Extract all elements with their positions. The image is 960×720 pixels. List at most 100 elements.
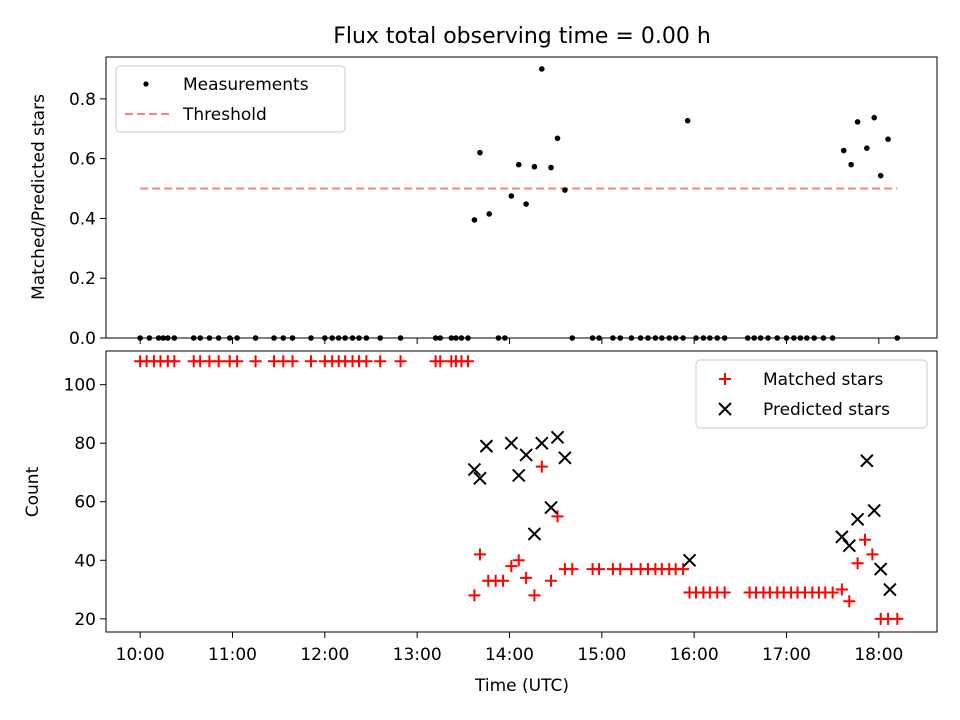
measurement-point xyxy=(508,193,515,199)
matched-star-point xyxy=(168,355,181,368)
matched-star-point xyxy=(505,560,518,573)
legend-threshold-label: Threshold xyxy=(182,105,267,125)
predicted-star-point xyxy=(544,500,558,515)
matched-star-point xyxy=(520,571,533,584)
matched-star-point xyxy=(231,355,244,368)
matched-star-point xyxy=(535,460,548,473)
matched-star-point xyxy=(461,355,474,368)
matched-star-point xyxy=(434,355,447,368)
predicted-star-point xyxy=(558,451,572,465)
top-y-tick-label: 0.8 xyxy=(69,90,96,110)
measurement-point xyxy=(539,66,545,72)
legend-predicted-label: Predicted stars xyxy=(763,400,890,420)
measurement-point xyxy=(854,119,861,125)
matched-star-point xyxy=(304,355,317,368)
predicted-star-point xyxy=(682,553,697,567)
measurement-point xyxy=(840,147,847,154)
matched-star-point xyxy=(528,589,541,602)
top-legend: Measurements Threshold xyxy=(115,65,346,133)
measurements-series xyxy=(137,66,901,341)
bottom-x-ticks: 10:00 11:00 12:00 13:00 14:00 15:00 16:00 17:00… xyxy=(116,632,903,665)
top-y-tick-label: 0.0 xyxy=(69,329,96,349)
top-legend-box xyxy=(115,65,346,133)
legend-matched-marker xyxy=(719,373,731,385)
legend-predicted-marker xyxy=(718,402,732,416)
measurement-point xyxy=(523,201,529,207)
x-axis-label: Time (UTC) xyxy=(474,676,569,696)
top-y-tick-label: 0.6 xyxy=(69,150,96,170)
x-tick-label: 14:00 xyxy=(485,645,534,665)
matched-star-point xyxy=(718,586,731,599)
measurement-point xyxy=(554,135,561,142)
x-tick-label: 18:00 xyxy=(854,645,903,665)
bottom-y-ticks: 20 40 60 80 100 xyxy=(64,376,106,630)
predicted-star-point xyxy=(867,503,881,518)
predicted-star-point xyxy=(519,448,533,462)
chart-title: Flux total observing time = 0.00 h xyxy=(333,24,711,49)
matched-star-point xyxy=(891,612,904,625)
matched-star-point xyxy=(212,355,225,368)
predicted-star-point xyxy=(850,512,865,527)
measurement-point xyxy=(548,164,554,171)
matched-star-point xyxy=(360,355,373,368)
matched-star-point xyxy=(497,574,510,587)
matched-star-point xyxy=(473,548,486,561)
predicted-star-point xyxy=(550,430,565,445)
predicted-star-point xyxy=(860,454,874,468)
measurement-point xyxy=(885,136,891,143)
measurement-point xyxy=(562,187,568,193)
measurement-point xyxy=(531,163,538,170)
measurement-point xyxy=(848,161,854,168)
matched-star-point xyxy=(826,586,839,599)
x-tick-label: 10:00 xyxy=(116,645,165,665)
x-tick-label: 16:00 xyxy=(670,645,719,665)
matched-star-point xyxy=(249,355,262,368)
bottom-axes-frame xyxy=(105,350,938,633)
top-y-tick-label: 0.4 xyxy=(69,209,96,229)
top-y-axis-label: Matched/Predicted stars xyxy=(29,94,49,300)
bottom-y-tick-label: 80 xyxy=(74,434,96,454)
measurement-point xyxy=(871,114,878,121)
predicted-star-point xyxy=(883,582,897,597)
matched-star-point xyxy=(677,563,690,576)
bottom-legend-box xyxy=(695,359,928,429)
legend-measurements-label: Measurements xyxy=(183,75,309,95)
predicted-star-point xyxy=(512,468,526,483)
matched-star-point xyxy=(374,355,387,368)
predicted-star-point xyxy=(535,436,549,450)
predicted-star-point xyxy=(527,527,542,541)
matched-star-point xyxy=(545,574,558,587)
matched-star-point xyxy=(593,563,606,576)
measurement-point xyxy=(477,149,483,156)
matched-stars-series xyxy=(134,355,904,625)
predicted-star-point xyxy=(842,538,856,553)
matched-star-point xyxy=(851,557,864,570)
predicted-star-point xyxy=(473,471,487,486)
x-tick-label: 13:00 xyxy=(393,645,442,665)
x-tick-label: 11:00 xyxy=(208,645,257,665)
predicted-star-point xyxy=(467,462,482,477)
measurement-point xyxy=(877,172,884,179)
predicted-stars-series xyxy=(467,430,897,597)
predicted-star-point xyxy=(479,439,494,453)
matched-star-point xyxy=(866,548,879,561)
bottom-y-tick-label: 60 xyxy=(74,493,96,513)
matched-star-point xyxy=(468,589,481,602)
matched-star-point xyxy=(843,595,856,608)
matched-star-point xyxy=(512,554,525,567)
measurement-point xyxy=(515,161,522,168)
legend-measurements-marker xyxy=(143,81,149,87)
x-tick-label: 17:00 xyxy=(762,645,811,665)
matched-star-point xyxy=(566,563,579,576)
matched-star-point xyxy=(835,583,848,596)
predicted-star-point xyxy=(504,436,519,450)
top-y-ticks: 0.0 0.2 0.4 0.6 0.8 xyxy=(69,90,106,349)
measurement-point xyxy=(471,217,478,223)
predicted-star-point xyxy=(873,562,888,576)
matched-star-point xyxy=(551,510,564,523)
legend-matched-label: Matched stars xyxy=(763,370,883,390)
matched-star-point xyxy=(286,355,299,368)
measurement-point xyxy=(684,117,691,124)
matched-star-point xyxy=(858,533,871,546)
